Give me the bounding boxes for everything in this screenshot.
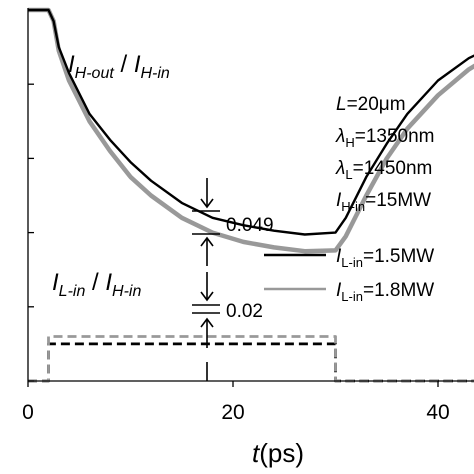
legend-label-2: IL-in=1.8MW	[336, 280, 434, 304]
series-line-3	[28, 342, 474, 383]
y-axis-ticks	[28, 9, 34, 382]
series-line-1	[28, 8, 474, 236]
param-length: L=20μm	[336, 94, 406, 115]
series-line-2	[28, 7, 474, 254]
legend-label-1: IL-in=1.5MW	[336, 246, 434, 270]
gap-marker-0049	[192, 178, 220, 266]
curve-label-upper: IH-out / IH-in	[68, 51, 170, 82]
gap-label-002: 0.02	[226, 301, 263, 322]
x-axis-label: t(ps)	[252, 438, 304, 468]
gap-marker-002	[192, 272, 220, 381]
gap-label-0049: 0.049	[226, 215, 274, 236]
x-tick-label: 40	[426, 401, 449, 424]
x-tick-label: 20	[221, 401, 244, 424]
curve-label-lower: IL-in / IH-in	[52, 269, 141, 300]
param-ih-in: IH-in=15MW	[336, 190, 431, 214]
x-axis-ticks: 020406080	[22, 381, 450, 424]
param-lambda-h: λH=1350nm	[335, 126, 435, 150]
legend: IL-in=1.5MW IL-in=1.8MW	[264, 246, 434, 304]
param-lambda-l: λL=1450nm	[335, 158, 432, 182]
x-tick-label: 0	[22, 401, 34, 424]
